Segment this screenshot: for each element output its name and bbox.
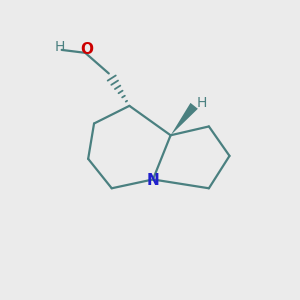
Text: H: H — [196, 96, 207, 110]
Text: N: N — [147, 173, 159, 188]
Text: H: H — [55, 40, 65, 54]
Text: O: O — [80, 42, 93, 57]
Polygon shape — [171, 103, 198, 135]
